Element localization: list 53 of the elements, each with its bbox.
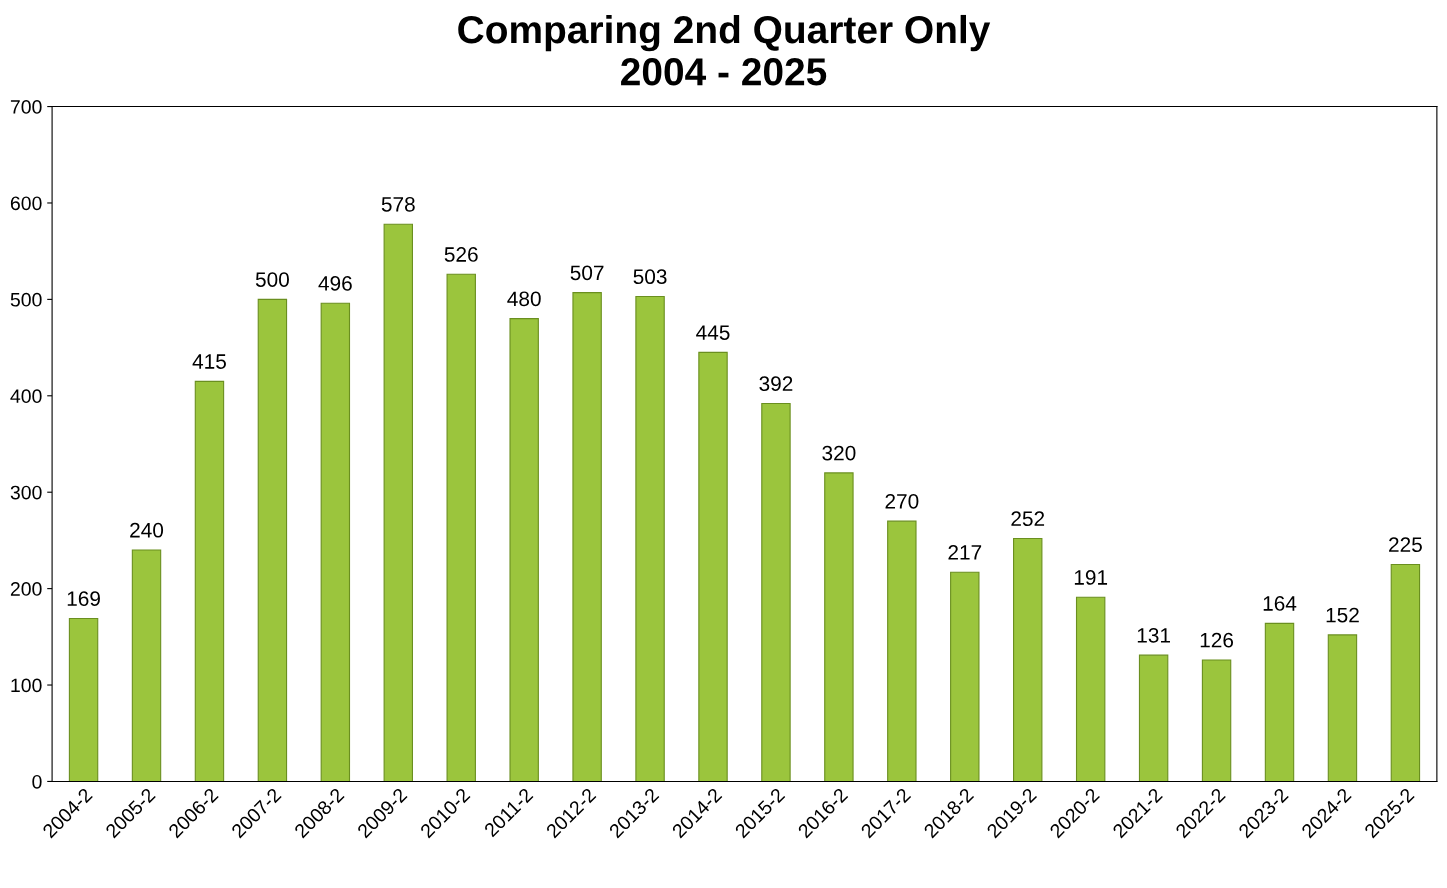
data-label: 496 [318,276,352,291]
bar [1390,563,1421,782]
bar [950,571,980,782]
data-label: 126 [1200,632,1234,648]
data-label: 240 [130,522,164,538]
bar [383,223,414,782]
bar [1327,634,1358,782]
bar [509,318,539,782]
data-label: 503 [633,269,667,285]
data-label: 320 [822,445,856,461]
y-tick-label: 700 [10,100,42,114]
data-label: 252 [1011,511,1045,527]
bar [1075,596,1106,782]
bar [1264,622,1295,782]
bar [1138,654,1169,782]
y-tick-label: 200 [10,582,42,596]
data-label: 500 [255,272,289,287]
chart-title: Comparing 2nd Quarter Only 2004 - 2025 [458,14,991,86]
bar [1201,659,1232,782]
y-tick-label: 0 [32,774,42,789]
data-label: 131 [1137,627,1170,643]
data-label: 415 [192,354,226,369]
bar [257,298,288,782]
y-tick-label: 500 [10,292,42,307]
data-label: 191 [1074,570,1108,585]
bar [824,472,854,782]
y-tick-label: 400 [10,389,42,404]
data-label: 507 [570,265,604,281]
data-label: 152 [1326,607,1359,623]
data-label: 480 [507,291,541,307]
bar [887,520,917,782]
bar [446,273,476,782]
bar [1013,537,1043,782]
data-label: 164 [1263,596,1297,611]
data-label: 392 [759,376,793,392]
data-label: 578 [381,196,415,212]
data-label: 445 [696,325,730,340]
bar [131,549,162,782]
bar [320,302,351,782]
bar [698,351,728,782]
bar [572,292,602,782]
y-tick-label: 300 [10,485,42,500]
data-label: 225 [1389,537,1422,553]
y-tick-label: 100 [11,678,42,693]
y-tick-label: 600 [10,196,42,211]
data-label: 526 [444,247,478,262]
data-label: 217 [948,545,982,560]
bar [635,295,665,782]
bar [194,380,225,782]
bar [761,402,791,782]
bar [68,617,99,782]
data-label: 169 [67,591,100,607]
data-label: 270 [885,493,919,509]
